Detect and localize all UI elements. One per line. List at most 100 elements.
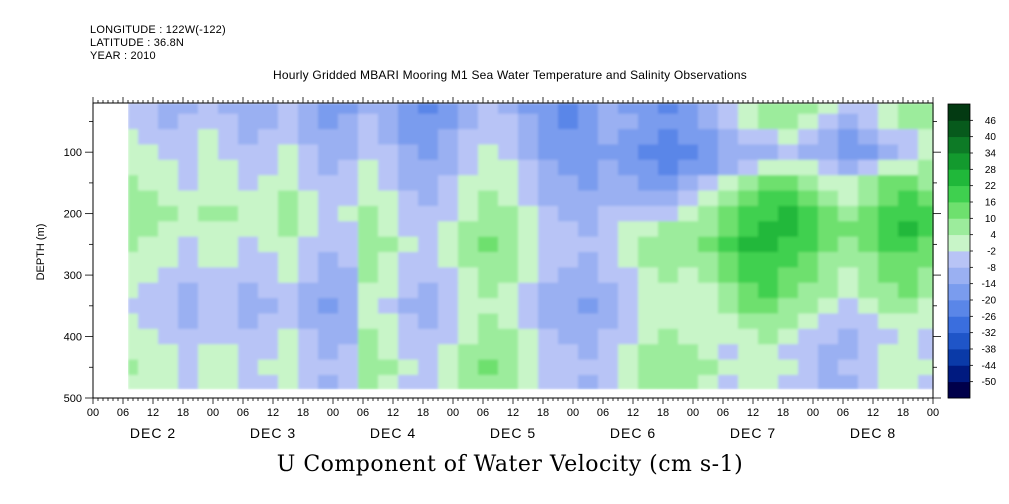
- heatmap-cell: [658, 313, 679, 330]
- heatmap-cell: [438, 374, 459, 390]
- heatmap-cell: [618, 129, 639, 146]
- heatmap-cell: [738, 359, 759, 376]
- heatmap-cell: [458, 252, 479, 268]
- heatmap-cell: [138, 298, 159, 315]
- heatmap-cell: [178, 267, 199, 284]
- heatmap-cell: [918, 190, 934, 207]
- heatmap-cell: [438, 159, 459, 176]
- heatmap-cell: [478, 267, 499, 284]
- heatmap-cell: [358, 103, 379, 115]
- heatmap-cell: [598, 359, 619, 376]
- heatmap-cell: [458, 328, 479, 345]
- x-tick-label: 00: [447, 407, 459, 419]
- heatmap-cell: [758, 328, 779, 345]
- x-tick-label: 00: [327, 407, 339, 419]
- heatmap-cell: [398, 313, 419, 330]
- heatmap-cell: [898, 144, 919, 161]
- colorbar-label: -26: [982, 312, 997, 323]
- heatmap-cell: [138, 144, 159, 161]
- heatmap-cell: [418, 129, 439, 146]
- heatmap-field: [128, 103, 934, 390]
- colorbar-swatch: [948, 251, 970, 268]
- heatmap-cell: [258, 144, 279, 161]
- heatmap-cell: [658, 129, 679, 146]
- heatmap-cell: [278, 103, 299, 115]
- heatmap-cell: [598, 205, 619, 222]
- heatmap-cell: [518, 313, 539, 330]
- heatmap-cell: [358, 374, 379, 390]
- heatmap-cell: [158, 221, 179, 238]
- heatmap-cell: [658, 267, 679, 284]
- heatmap-cell: [578, 221, 599, 238]
- heatmap-cell: [618, 344, 639, 361]
- colorbar-swatch: [948, 332, 970, 350]
- y-tick-label: 400: [64, 332, 82, 344]
- heatmap-cell: [128, 328, 139, 345]
- heatmap-cell: [258, 175, 279, 192]
- heatmap-cell: [158, 159, 179, 176]
- heatmap-cell: [878, 252, 899, 268]
- heatmap-cell: [838, 328, 859, 345]
- heatmap-cell: [378, 344, 399, 361]
- heatmap-cell: [718, 344, 739, 361]
- heatmap-cell: [698, 328, 719, 345]
- heatmap-cell: [198, 175, 219, 192]
- heatmap-cell: [398, 282, 419, 299]
- heatmap-cell: [778, 103, 799, 115]
- heatmap-cell: [138, 129, 159, 146]
- heatmap-cell: [818, 144, 839, 161]
- heatmap-cell: [318, 175, 339, 192]
- heatmap-cell: [578, 313, 599, 330]
- heatmap-cell: [418, 374, 439, 390]
- heatmap-cell: [258, 190, 279, 207]
- heatmap-cell: [298, 190, 319, 207]
- heatmap-cell: [738, 298, 759, 315]
- heatmap-cell: [798, 252, 819, 268]
- heatmap-cell: [398, 144, 419, 161]
- heatmap-cell: [578, 159, 599, 176]
- heatmap-cell: [318, 236, 339, 253]
- heatmap-cell: [458, 282, 479, 299]
- heatmap-cell: [258, 129, 279, 146]
- heatmap-cell: [238, 359, 259, 376]
- heatmap-cell: [818, 298, 839, 315]
- heatmap-cell: [918, 267, 934, 284]
- heatmap-cell: [218, 328, 239, 345]
- x-tick-label: 18: [417, 407, 429, 419]
- heatmap-cell: [638, 328, 659, 345]
- heatmap-cell: [538, 298, 559, 315]
- colorbar-label: 40: [985, 132, 997, 143]
- heatmap-cell: [898, 328, 919, 345]
- heatmap-cell: [418, 267, 439, 284]
- heatmap-cell: [438, 328, 459, 345]
- heatmap-cell: [158, 129, 179, 146]
- heatmap-cell: [638, 236, 659, 253]
- heatmap-cell: [558, 267, 579, 284]
- heatmap-cell: [658, 359, 679, 376]
- heatmap-cell: [738, 103, 759, 115]
- colorbar-label: 28: [985, 165, 997, 176]
- heatmap-cell: [638, 374, 659, 390]
- heatmap-cell: [278, 221, 299, 238]
- heatmap-cell: [218, 129, 239, 146]
- heatmap-cell: [718, 252, 739, 268]
- heatmap-cell: [338, 267, 359, 284]
- heatmap-cell: [738, 374, 759, 390]
- heatmap-cell: [278, 313, 299, 330]
- x-tick-label: 00: [807, 407, 819, 419]
- heatmap-cell: [638, 359, 659, 376]
- heatmap-cell: [458, 129, 479, 146]
- heatmap-cell: [558, 103, 579, 115]
- heatmap-cell: [178, 221, 199, 238]
- heatmap-cell: [558, 374, 579, 390]
- heatmap-cell: [658, 282, 679, 299]
- heatmap-cell: [478, 328, 499, 345]
- heatmap-cell: [578, 267, 599, 284]
- heatmap-cell: [878, 298, 899, 315]
- heatmap-cell: [658, 344, 679, 361]
- heatmap-cell: [698, 252, 719, 268]
- heatmap-cell: [398, 175, 419, 192]
- x-tick-label: 06: [237, 407, 249, 419]
- heatmap-cell: [278, 359, 299, 376]
